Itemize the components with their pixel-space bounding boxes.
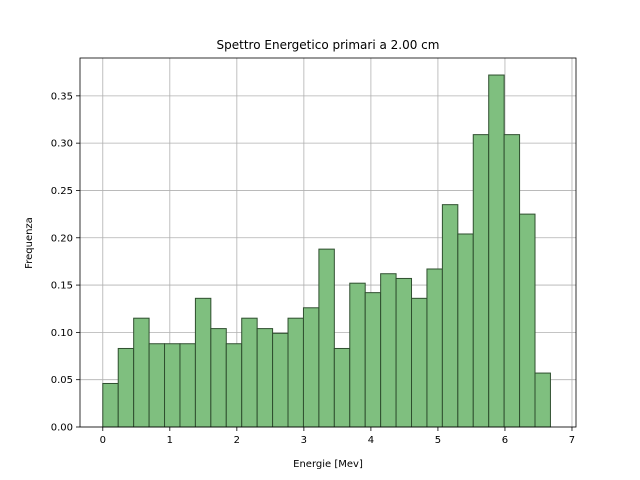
x-tick-label: 5 xyxy=(435,435,441,446)
x-tick-label: 2 xyxy=(234,435,240,446)
x-tick-label: 7 xyxy=(569,435,575,446)
histogram-bar xyxy=(241,317,258,428)
plot-frame xyxy=(79,57,577,428)
histogram-bar xyxy=(133,317,150,428)
histogram-bar xyxy=(148,343,166,428)
histogram-bar xyxy=(441,204,459,428)
histogram-bar xyxy=(395,277,413,428)
x-axis-ticks: 0 1 2 3 4 5 6 7 xyxy=(100,427,575,446)
y-tick-label: 0.05 xyxy=(51,375,73,386)
histogram-bar xyxy=(411,297,428,428)
histogram-bar xyxy=(164,343,181,428)
histogram-bar xyxy=(534,372,551,428)
y-tick-label: 0.10 xyxy=(51,328,73,339)
histogram-bar xyxy=(503,134,521,428)
x-axis-label: Energie [Mev] xyxy=(293,459,363,470)
histogram-bar xyxy=(426,268,443,428)
histogram-bar xyxy=(488,74,505,428)
histogram-bar xyxy=(272,332,289,428)
histogram-bar xyxy=(333,347,351,428)
y-tick-label: 0.25 xyxy=(51,186,73,197)
histogram-bar xyxy=(457,233,474,428)
histogram-bar xyxy=(210,328,227,428)
y-tick-label: 0.30 xyxy=(51,139,73,150)
axes-frame xyxy=(79,57,577,428)
histogram-bar xyxy=(256,328,274,428)
histogram-bars xyxy=(102,74,551,428)
chart-title: Spettro Energetico primari a 2.00 cm xyxy=(217,38,440,52)
y-axis-label: Frequenza xyxy=(24,217,35,269)
histogram-bar xyxy=(287,317,304,428)
x-tick-label: 3 xyxy=(301,435,307,446)
x-tick-label: 6 xyxy=(502,435,508,446)
histogram-bar xyxy=(349,282,366,428)
y-tick-label: 0.35 xyxy=(51,91,73,102)
histogram-bar xyxy=(519,213,536,428)
x-tick-label: 4 xyxy=(368,435,374,446)
histogram-bar xyxy=(472,134,490,428)
histogram-bar xyxy=(194,297,212,428)
histogram-bar xyxy=(380,273,397,428)
y-axis-ticks: 0.00 0.05 0.10 0.15 0.20 0.25 0.30 0.35 xyxy=(51,91,80,434)
histogram-bar xyxy=(318,248,335,428)
histogram-bar xyxy=(302,307,320,428)
histogram-bar xyxy=(225,343,243,428)
histogram-bar xyxy=(102,382,119,428)
x-tick-label: 0 xyxy=(100,435,106,446)
y-tick-label: 0.20 xyxy=(51,233,73,244)
histogram-bar xyxy=(179,343,196,428)
histogram-bar xyxy=(364,292,382,428)
x-tick-label: 1 xyxy=(167,435,173,446)
y-tick-label: 0.00 xyxy=(51,423,73,434)
y-tick-label: 0.15 xyxy=(51,281,73,292)
histogram-bar xyxy=(117,347,135,428)
